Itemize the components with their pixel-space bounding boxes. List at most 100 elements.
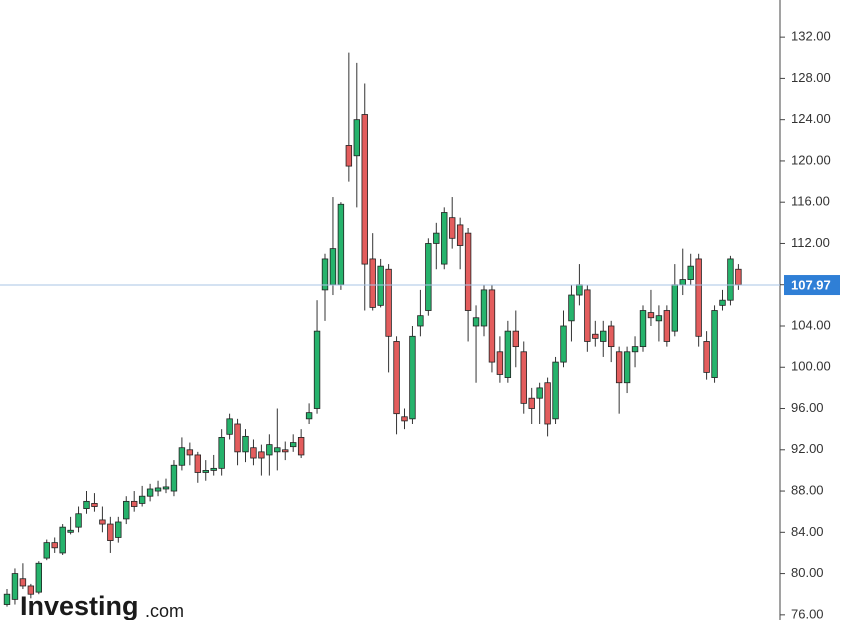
y-tick-label: 116.00 [791,194,830,209]
candle-body [369,258,376,308]
candle-body [154,487,162,492]
candle-body [83,500,90,509]
candle-body [313,330,321,409]
candle-body [99,519,106,525]
y-tick-label: 80.00 [791,565,824,580]
candle-body [608,325,615,348]
candle-body [146,488,154,497]
y-tick-label: 76.00 [791,606,824,620]
candle-body [186,449,194,456]
candle-body [282,449,289,453]
candle-body [655,315,663,322]
candle-body [337,203,345,286]
candle-body [623,351,631,384]
candle-body [19,578,27,587]
candle-body [631,346,639,353]
candle-body [615,351,623,384]
candle-body [345,145,353,167]
candle-body [496,351,504,375]
y-tick-label: 100.00 [791,359,831,374]
y-tick-label: 120.00 [791,152,831,167]
candle-body [687,265,694,280]
logo-brand: Investing [20,591,139,620]
y-tick-label: 92.00 [791,441,824,456]
y-tick-label: 132.00 [791,29,831,44]
candle-body [441,212,448,265]
candle-body [27,585,35,595]
candle-body [663,310,671,342]
candle-body [719,299,726,306]
candle-body [536,387,543,399]
candle-body [671,284,678,332]
candle-body [639,310,647,348]
candle-body [727,258,734,301]
candle-body [218,437,225,469]
y-tick-label: 124.00 [791,111,831,126]
candle-body [170,464,178,492]
candle-body [560,325,567,363]
logo-suffix: .com [145,601,184,620]
candle-body [393,341,400,415]
candle-body [361,114,368,265]
y-tick-label: 128.00 [791,70,831,85]
candle-body [456,224,464,246]
candle-body [115,521,122,538]
last-price-box [784,275,840,296]
candle-body [43,542,50,559]
candle-body [353,119,360,157]
candle-body [464,232,472,311]
candle-body [305,412,313,420]
candle-body [250,447,257,459]
candle-body [377,265,384,306]
candle-body [258,451,265,459]
candle-body [210,467,217,471]
candle-body [266,444,273,456]
candle-body [91,503,98,507]
candle-body [401,416,408,422]
candle-body [75,513,82,528]
candle-body [584,289,591,342]
candle-body [289,442,297,448]
candle-body [544,382,551,425]
candle-body [480,289,488,327]
candle-body [735,268,742,286]
candle-body [59,526,66,554]
candle-body [433,232,440,244]
candle-body [138,495,146,504]
candle-body [472,317,480,327]
candle-body [417,315,424,327]
y-tick-label: 104.00 [791,317,831,332]
candle-body [3,593,11,605]
candle-body [385,268,392,337]
y-tick-label: 84.00 [791,524,824,539]
candle-body [11,573,19,600]
candle-body [321,258,329,291]
y-tick-label: 88.00 [791,482,824,497]
candle-body [552,361,559,420]
candle-body [234,423,241,453]
candle-body [448,217,456,239]
candle-body [703,341,710,373]
candle-body [242,435,249,453]
candle-body [679,279,686,286]
candle-body [297,437,305,456]
last-price-label: 107.97 [791,277,831,292]
y-tick-label: 112.00 [791,235,830,250]
candle-body [329,248,337,286]
candle-body [178,447,186,466]
candle-body [51,542,58,549]
candle-body [226,418,233,435]
candle-body [695,258,702,337]
candle-body [409,335,416,420]
candle-body [568,294,575,322]
candle-body [512,330,519,348]
candle-body [520,351,527,404]
candle-body [528,397,535,409]
candle-body [130,500,138,507]
candle-body [202,470,209,473]
candle-body [194,454,201,473]
candle-body [576,284,583,296]
candle-body [107,523,114,541]
